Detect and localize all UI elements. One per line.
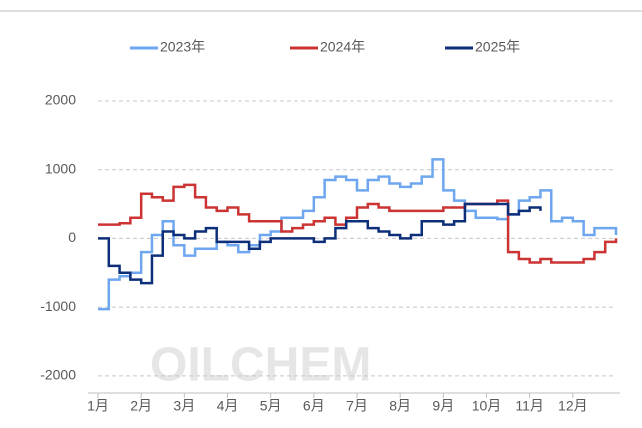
x-tick-label: 8月	[389, 398, 411, 414]
x-tick-label: 7月	[346, 398, 368, 414]
y-tick-label: 2000	[45, 92, 76, 108]
x-tick-label: 4月	[217, 398, 239, 414]
watermark: OILCHEM	[150, 339, 371, 392]
y-tick-label: 1000	[45, 160, 76, 176]
x-tick-label: 12月	[558, 398, 588, 414]
x-tick-label: 5月	[260, 398, 282, 414]
y-tick-label: -2000	[40, 367, 76, 383]
x-tick-label: 6月	[303, 398, 325, 414]
y-tick-label: -1000	[40, 298, 76, 314]
x-tick-label: 3月	[173, 398, 195, 414]
x-tick-label: 2月	[130, 398, 152, 414]
y-tick-label: 0	[68, 229, 76, 245]
x-tick-label: 11月	[515, 398, 544, 414]
x-tick-label: 10月	[472, 398, 502, 414]
x-tick-label: 9月	[432, 398, 454, 414]
legend-label: 2024年	[320, 39, 365, 55]
series-line	[98, 202, 542, 285]
x-tick-label: 1月	[87, 398, 109, 414]
series-line	[98, 158, 618, 311]
legend-label: 2023年	[160, 39, 205, 55]
legend-label: 2025年	[475, 39, 520, 55]
